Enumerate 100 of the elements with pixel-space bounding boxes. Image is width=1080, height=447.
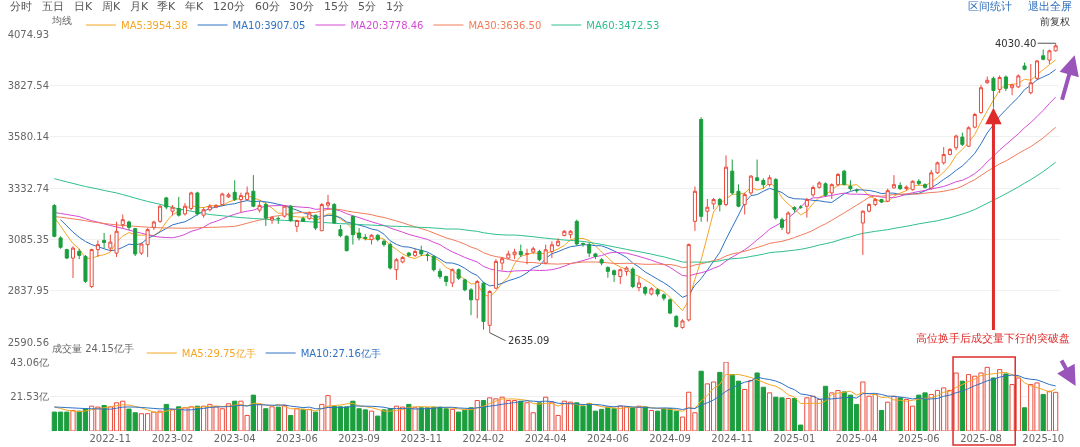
candlestick [929,169,934,191]
candlestick [599,257,604,266]
bar [1040,393,1046,431]
bar [648,409,655,431]
candlestick [195,191,200,217]
legend-label: MA30:3636.50 [468,19,542,31]
candlestick [755,159,760,182]
candlestick [1010,83,1015,96]
bar [897,397,903,431]
bar [294,408,300,431]
candlestick [736,183,741,208]
candlestick [357,227,362,241]
candlestick [966,125,971,148]
legend-title: 均线 [51,14,72,26]
candlestick [332,202,337,225]
candlestick [624,265,629,277]
candlestick [301,216,306,223]
bar [1009,384,1015,431]
line-series [53,161,1057,263]
candlestick [450,267,455,288]
bar [256,403,263,431]
candlestick [842,169,847,186]
x-tick-label: 2024-02 [462,433,505,444]
candlestick [220,192,225,206]
candlestick [257,200,262,213]
candlestick [587,242,592,258]
bar [300,408,306,431]
candlestick [58,235,63,250]
x-tick-label: 2024-06 [586,433,629,444]
candlestick [636,276,641,292]
candlestick [189,191,194,211]
candlestick [288,204,293,223]
candlestick [605,265,610,279]
candlestick [52,203,57,238]
candlestick [70,245,76,279]
candlestick [873,197,878,207]
candlestick [848,179,853,192]
candlestick [879,198,884,204]
candlestick [406,252,411,258]
candlestick [885,188,890,203]
candlestick [692,185,697,232]
y-tick-label: 21.53亿 [10,391,49,402]
candlestick [655,287,660,297]
candlestick [164,196,169,210]
candlestick [388,242,393,270]
candlestick [475,279,480,319]
candlestick [294,219,299,233]
legend-label: MA10:27.16亿手 [300,347,381,359]
candlestick [419,245,424,257]
candlestick [133,227,138,257]
candlestick [95,239,100,258]
y-tick-label: 43.06亿 [10,356,49,368]
bar [959,380,965,431]
candlestick [207,203,212,212]
bar [474,400,480,431]
bar [717,371,723,431]
bar [990,377,997,431]
candlestick [344,234,349,252]
candlestick [730,159,735,196]
bar [723,362,729,431]
candlestick [64,248,69,260]
candlestick [1003,74,1008,92]
candlestick [469,287,474,316]
legend-label: MA60:3472.53 [586,19,660,31]
bar [449,408,455,431]
candlestick [867,202,872,213]
candlestick [630,266,635,289]
candlestick [518,244,523,258]
bar [536,402,543,431]
x-tick-label: 2025-01 [773,433,816,444]
candlestick [823,181,828,198]
x-tick-label: 2023-06 [276,433,318,444]
candlestick [699,116,704,223]
candlestick [232,179,237,202]
candlestick [997,74,1002,94]
legend-label: MA20:3778.46 [350,19,424,31]
candlestick [649,286,654,296]
candlestick [462,278,467,292]
bar [1003,373,1009,431]
candlestick [456,267,461,281]
candlestick [531,246,536,255]
candlestick [369,233,374,246]
text: 五日 [42,0,64,13]
candlestick [761,177,766,190]
bar [1021,407,1028,431]
candlestick [263,201,268,227]
candlestick [947,147,952,156]
candlestick [481,281,486,331]
bar [250,394,256,431]
x-tick-label: 2025-04 [835,433,878,444]
x-tick-label: 2024-09 [649,433,691,444]
text: 60分 [255,0,280,13]
candlestick [742,192,747,216]
x-tick-label: 2025-08 [960,433,1002,444]
y-tick-label: 2837.95 [7,285,49,297]
candlestick [276,216,281,225]
legend-title: 成交量 24.15亿手 [52,342,134,354]
candlestick [158,204,163,224]
candlestick [524,248,530,265]
text: 5分 [358,0,376,13]
